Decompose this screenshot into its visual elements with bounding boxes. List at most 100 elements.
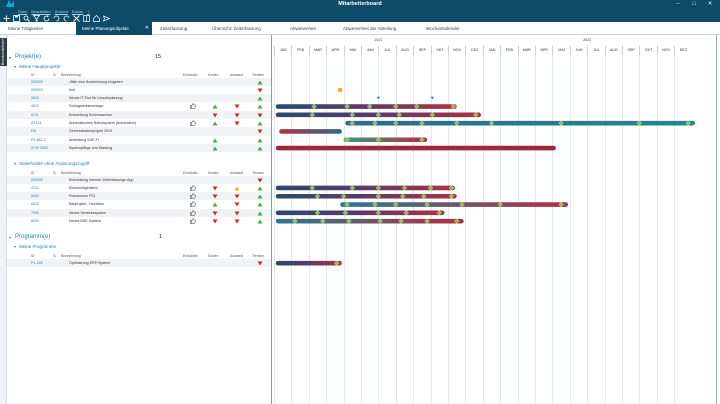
thumbs-up-icon[interactable] bbox=[190, 201, 196, 208]
milestone-icon[interactable] bbox=[393, 201, 399, 208]
collapse-arrow-icon[interactable]: ▾ bbox=[14, 244, 17, 249]
milestone-icon[interactable] bbox=[377, 218, 383, 224]
save-icon[interactable] bbox=[12, 15, 20, 22]
menu-datei[interactable]: Datei bbox=[18, 9, 28, 14]
tab-abwesenheit[interactable]: Abwesenheit bbox=[290, 26, 316, 31]
table-row[interactable]: 6711 Entwicklung Bohrmaschine bbox=[7, 110, 271, 119]
redo-icon[interactable] bbox=[62, 15, 70, 22]
milestone-icon[interactable] bbox=[292, 218, 298, 224]
table-row[interactable]: S+W 2063 Systempflege und Wartung bbox=[7, 143, 271, 153]
milestone-icon[interactable] bbox=[311, 103, 317, 110]
milestone-icon[interactable] bbox=[436, 210, 442, 216]
table-row[interactable]: 000002 test bbox=[7, 86, 271, 94]
milestone-icon[interactable] bbox=[372, 120, 378, 126]
gantt-bar[interactable] bbox=[275, 145, 556, 151]
milestone-icon[interactable] bbox=[400, 193, 406, 199]
thumbs-up-icon[interactable] bbox=[190, 103, 196, 110]
row-id[interactable]: 4711 bbox=[31, 185, 39, 190]
tab-meine-planungsobjekte[interactable]: Meine Planungsobjekte ✕ bbox=[76, 22, 152, 35]
milestone-icon[interactable] bbox=[349, 112, 355, 118]
column-header-effort[interactable]: Aufwand bbox=[230, 171, 244, 175]
column-header-id[interactable]: ID bbox=[31, 73, 35, 77]
milestone-icon[interactable] bbox=[375, 137, 382, 143]
gantt-bar[interactable] bbox=[275, 260, 342, 266]
milestone-icon[interactable] bbox=[344, 201, 350, 208]
row-id[interactable]: 000000 bbox=[31, 177, 43, 182]
milestone-icon[interactable] bbox=[448, 185, 455, 191]
group-title[interactable]: Stakeholder ohne Änderungszugriff bbox=[19, 161, 90, 166]
milestone-dot-icon[interactable] bbox=[337, 87, 343, 93]
milestone-icon[interactable] bbox=[344, 137, 350, 143]
milestone-icon[interactable] bbox=[685, 120, 691, 126]
milestone-icon[interactable] bbox=[393, 103, 399, 110]
column-header-dates[interactable]: Termine bbox=[252, 73, 265, 77]
gantt-bar[interactable] bbox=[343, 137, 428, 143]
home-icon[interactable] bbox=[92, 15, 100, 22]
thumbs-up-icon[interactable] bbox=[190, 185, 196, 191]
table-row[interactable]: 7000 Neues Vertriebssystem bbox=[7, 208, 271, 217]
gantt-bar[interactable] bbox=[275, 193, 457, 199]
milestone-icon[interactable] bbox=[314, 193, 321, 199]
row-id[interactable]: 000002 bbox=[31, 87, 43, 92]
close-tab-icon[interactable]: ✕ bbox=[144, 25, 149, 31]
row-id[interactable]: 4611 bbox=[31, 104, 39, 109]
column-header-estimate[interactable]: Einschätz bbox=[183, 73, 198, 77]
thumbs-up-icon[interactable] bbox=[190, 218, 196, 224]
milestone-icon[interactable] bbox=[349, 185, 355, 191]
column-header-id[interactable]: ID bbox=[31, 254, 35, 258]
group-title[interactable]: Meine Programme bbox=[19, 244, 57, 249]
gantt-bar[interactable] bbox=[275, 218, 464, 224]
collapse-arrow-icon[interactable]: ▾ bbox=[9, 55, 12, 60]
milestone-icon[interactable] bbox=[419, 120, 425, 126]
milestone-icon[interactable] bbox=[398, 218, 404, 224]
gantt-bar[interactable] bbox=[279, 129, 342, 134]
column-header-effort[interactable]: Aufwand bbox=[230, 73, 244, 77]
column-header-cost[interactable]: Kosten bbox=[208, 254, 219, 258]
table-row[interactable]: 4611 Schlagwerksmontage bbox=[7, 102, 271, 110]
milestone-icon[interactable] bbox=[421, 193, 427, 199]
collapse-arrow-icon[interactable]: ▾ bbox=[9, 235, 12, 240]
column-header-desc[interactable]: Bezeichnung bbox=[61, 73, 81, 77]
table-row[interactable]: 8000 Neues BDE-System bbox=[7, 217, 271, 225]
row-id[interactable]: P3-882-3 bbox=[31, 137, 46, 142]
sort-icon[interactable]: ⇅ bbox=[53, 171, 56, 175]
milestone-icon[interactable] bbox=[396, 112, 402, 118]
milestone-icon[interactable] bbox=[342, 210, 348, 216]
milestone-icon[interactable] bbox=[454, 218, 460, 224]
milestone-icon[interactable] bbox=[450, 103, 456, 110]
milestone-icon[interactable] bbox=[309, 185, 315, 191]
milestone-icon[interactable] bbox=[448, 193, 455, 199]
milestone-icon[interactable] bbox=[309, 112, 315, 118]
milestone-icon[interactable] bbox=[401, 185, 408, 191]
pane-splitter[interactable] bbox=[271, 35, 272, 404]
column-header-cost[interactable]: Kosten bbox=[208, 171, 219, 175]
minimize-icon[interactable]: – bbox=[676, 1, 680, 7]
milestone-icon[interactable] bbox=[424, 201, 430, 208]
row-id[interactable]: 8000 bbox=[31, 219, 39, 223]
table-row[interactable]: 000000 Entwicklung interner Zeiterfassung… bbox=[7, 175, 271, 184]
tab-wochenkalender[interactable]: Wochenkalender bbox=[426, 26, 460, 31]
sort-icon[interactable]: ⇅ bbox=[53, 73, 56, 77]
table-row[interactable]: DK Gemeinkostenprojekt 2019 bbox=[7, 127, 271, 136]
milestone-icon[interactable] bbox=[372, 201, 378, 208]
row-id[interactable]: 7000 bbox=[31, 210, 39, 215]
add-icon[interactable] bbox=[2, 15, 10, 22]
menu-bearbeiten[interactable]: Bearbeiten bbox=[31, 9, 51, 14]
milestone-icon[interactable] bbox=[459, 201, 465, 208]
milestone-icon[interactable] bbox=[488, 120, 495, 126]
row-id[interactable]: 000000 bbox=[31, 79, 43, 84]
milestone-icon[interactable] bbox=[419, 137, 425, 143]
column-header-cost[interactable]: Kosten bbox=[208, 73, 219, 77]
table-row[interactable]: 6812 Bauprojekt - Hochbau bbox=[7, 200, 271, 208]
menu-help[interactable]: ? bbox=[87, 9, 90, 14]
row-id[interactable]: 5000 bbox=[31, 194, 39, 199]
row-id[interactable]: 6711 bbox=[31, 112, 39, 117]
gantt-bar[interactable] bbox=[275, 185, 455, 191]
deadline-marker-icon[interactable] bbox=[430, 96, 435, 100]
close-icon[interactable]: ✕ bbox=[707, 1, 713, 7]
table-row[interactable]: 000000 -Bitte eine Bezeichnung eingeben bbox=[7, 77, 271, 86]
column-header-estimate[interactable]: Einschätz bbox=[183, 171, 198, 175]
row-id[interactable]: AT314 bbox=[31, 121, 42, 125]
column-header-effort[interactable]: Aufwand bbox=[230, 254, 244, 258]
cut-icon[interactable] bbox=[72, 15, 80, 22]
